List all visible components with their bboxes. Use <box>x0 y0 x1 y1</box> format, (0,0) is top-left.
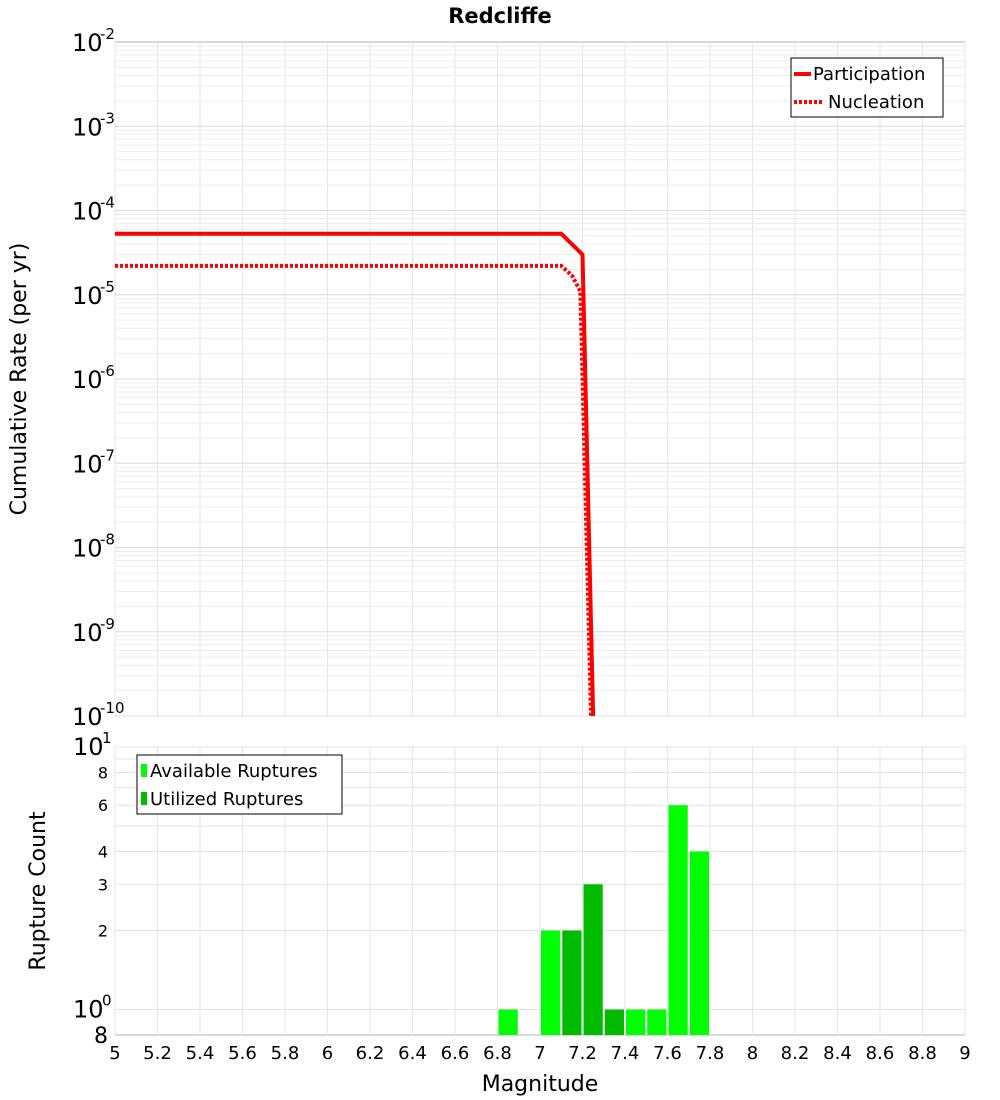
x-tick-label: 8 <box>747 1043 758 1064</box>
count-y-tick-label: 8 <box>98 763 108 782</box>
rate-legend-box <box>790 57 944 118</box>
available-rupture-bar <box>498 1009 518 1035</box>
rate-grid <box>114 42 966 717</box>
participation-legend-label: Participation <box>813 64 925 85</box>
x-tick-label: 5 <box>109 1043 120 1064</box>
rate-y-tick-exponent: -8 <box>100 531 115 549</box>
utilized-rupture-bar <box>583 884 603 1035</box>
rate-y-tick-label: 10 <box>72 29 103 57</box>
rate-y-tick-label: 10 <box>72 619 103 647</box>
count-y-axis-label: Rupture Count <box>26 811 51 971</box>
x-tick-label: 5.6 <box>228 1043 257 1064</box>
count-y-tick-exponent: 0 <box>102 992 112 1010</box>
count-y-tick-label: 2 <box>98 922 108 941</box>
nucleation-line <box>115 263 593 717</box>
x-tick-label: 6.8 <box>483 1043 512 1064</box>
available-legend-label: Available Ruptures <box>150 761 318 782</box>
count-y-tick-exponent: 1 <box>102 729 112 747</box>
rate-y-tick-exponent: -10 <box>100 699 125 717</box>
x-tick-label: 8.8 <box>908 1043 937 1064</box>
x-tick-label: 5.8 <box>271 1043 300 1064</box>
x-tick-label: 6.6 <box>441 1043 470 1064</box>
count-legend: Available Ruptures Utilized Ruptures <box>136 754 343 815</box>
rate-y-tick-exponent: -3 <box>100 109 115 127</box>
count-y-tick-label: 10 <box>73 733 104 761</box>
x-tick-label: 5.4 <box>186 1043 215 1064</box>
rate-y-tick-label: 10 <box>72 366 103 394</box>
rate-y-tick-exponent: -5 <box>100 278 115 296</box>
count-y-tick-label: 10 <box>73 996 104 1024</box>
x-tick-label: 7 <box>534 1043 545 1064</box>
rate-plot: 10-210-310-410-510-610-710-810-910-10 Cu… <box>7 25 966 731</box>
count-y-tick-label: 3 <box>98 875 108 894</box>
x-tick-label: 7.2 <box>568 1043 597 1064</box>
count-bars <box>498 805 709 1035</box>
participation-line <box>115 231 596 717</box>
utilized-rupture-bar <box>604 1009 624 1035</box>
rate-y-tick-exponent: -7 <box>100 446 115 464</box>
available-rupture-bar <box>541 930 561 1035</box>
count-y-tick-label: 6 <box>98 796 108 815</box>
rate-y-tick-exponent: -6 <box>100 362 115 380</box>
available-legend-swatch <box>141 764 147 777</box>
x-axis-label: Magnitude <box>482 1072 599 1097</box>
x-tick-label: 6.2 <box>356 1043 385 1064</box>
utilized-legend-label: Utilized Ruptures <box>150 789 303 810</box>
rate-y-axis-label: Cumulative Rate (per yr) <box>7 243 32 516</box>
count-legend-box <box>136 754 343 815</box>
rate-y-tick-exponent: -4 <box>100 194 115 212</box>
rate-y-tick-exponent: -9 <box>100 615 115 633</box>
count-y-tick-label: 8 <box>94 1024 108 1049</box>
count-x-ticks: 5 5.2 5.4 5.6 5.8 6 6.2 6.4 6.6 6.8 7 7.2 7.4 7.6 7.8 8… <box>109 1043 970 1064</box>
x-tick-label: 7.6 <box>653 1043 682 1064</box>
rate-legend: Participation Nucleation <box>790 57 944 118</box>
rate-y-tick-label: 10 <box>72 113 103 141</box>
available-rupture-bar <box>626 1009 646 1035</box>
count-y-tick-label: 4 <box>98 842 108 861</box>
utilized-legend-swatch <box>141 792 147 805</box>
x-tick-label: 6.4 <box>398 1043 427 1064</box>
rate-y-tick-label: 10 <box>72 198 103 226</box>
chart-title: Redcliffe <box>448 4 552 28</box>
rate-y-tick-label: 10 <box>72 535 103 563</box>
rate-y-ticks: 10-210-310-410-510-610-710-810-910-10 <box>72 25 125 731</box>
x-tick-label: 6 <box>322 1043 333 1064</box>
x-tick-label: 9 <box>959 1043 970 1064</box>
nucleation-legend-label: Nucleation <box>828 92 924 113</box>
x-tick-label: 8.6 <box>866 1043 895 1064</box>
rate-y-tick-exponent: -2 <box>100 25 115 43</box>
x-tick-label: 8.2 <box>781 1043 810 1064</box>
rate-y-tick-label: 10 <box>72 703 103 731</box>
rate-series <box>115 231 596 717</box>
utilized-rupture-bar <box>562 930 582 1035</box>
x-tick-label: 7.4 <box>611 1043 640 1064</box>
rate-y-tick-label: 10 <box>72 282 103 310</box>
x-tick-label: 8.4 <box>823 1043 852 1064</box>
x-tick-label: 7.8 <box>696 1043 725 1064</box>
available-rupture-bar <box>689 851 709 1035</box>
x-tick-label: 5.2 <box>143 1043 172 1064</box>
available-rupture-bar <box>668 805 688 1035</box>
available-rupture-bar <box>647 1009 667 1035</box>
rate-y-tick-label: 10 <box>72 450 103 478</box>
